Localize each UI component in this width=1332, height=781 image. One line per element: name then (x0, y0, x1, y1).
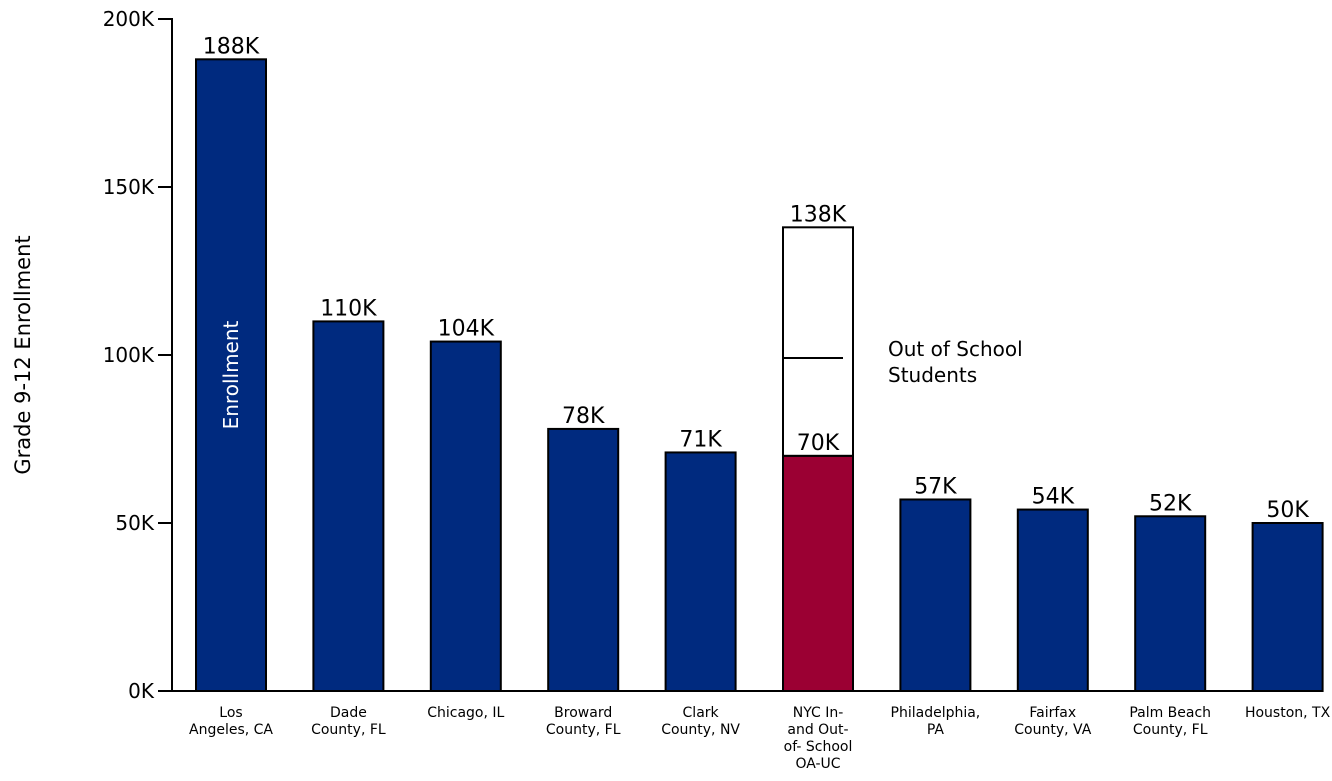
bar-value-label: 110K (320, 296, 377, 321)
y-tick-label: 0K (128, 679, 155, 703)
bar-value-label: 70K (797, 431, 840, 456)
bar (899, 498, 972, 693)
total-value-label: 138K (790, 202, 847, 227)
out-of-school-annotation: Out of School Students (888, 337, 1023, 387)
x-tick-label: Dade County, FL (311, 705, 386, 738)
bar (195, 58, 267, 692)
bar-value-label: 71K (679, 427, 722, 452)
bar (312, 320, 385, 692)
bar (1016, 508, 1089, 692)
bar-value-label: 52K (1149, 491, 1192, 516)
y-tick-label: 100K (103, 343, 155, 367)
bar-value-label: 57K (914, 474, 957, 499)
bar-value-label: 188K (203, 34, 260, 59)
x-tick-label: NYC In-and Out-of- School OA-UC (784, 705, 853, 772)
bar (429, 340, 502, 692)
bar (1251, 522, 1324, 692)
x-tick-label: Los Angeles, CA (189, 705, 273, 738)
y-tick-label: 50K (115, 511, 154, 535)
bar (664, 451, 737, 692)
x-tick-label: Houston, TX (1245, 705, 1331, 721)
labels: 188K Los Angeles, CA 110K Dade County, FL 104K… (189, 34, 1331, 772)
y-tick-label: 200K (103, 7, 155, 31)
x-tick-label: Philadelphia, PA (891, 705, 981, 738)
bar-segment-out-of-school (782, 226, 854, 457)
bar-value-label: 78K (562, 404, 605, 429)
bar-value-label: 54K (1032, 485, 1075, 510)
x-tick-label: Clark County, NV (661, 705, 740, 738)
bar (782, 454, 854, 692)
bars (195, 58, 1324, 693)
bar (547, 427, 620, 692)
bar-value-label: 50K (1266, 498, 1309, 523)
x-tick-label: Broward County, FL (546, 705, 621, 738)
axes: 0K 50K 100K 150K 200K Grade 9-12 Enrollment (11, 7, 1322, 703)
bar-value-label: 104K (438, 317, 495, 342)
bar (1134, 515, 1207, 693)
in-bar-label: Enrollment (219, 320, 243, 429)
x-tick-label: Palm Beach County, FL (1129, 705, 1211, 738)
x-tick-label: Fairfax County, VA (1014, 705, 1091, 738)
y-axis-label: Grade 9-12 Enrollment (11, 235, 35, 474)
x-tick-label: Chicago, IL (427, 705, 504, 721)
y-tick-label: 150K (103, 175, 155, 199)
